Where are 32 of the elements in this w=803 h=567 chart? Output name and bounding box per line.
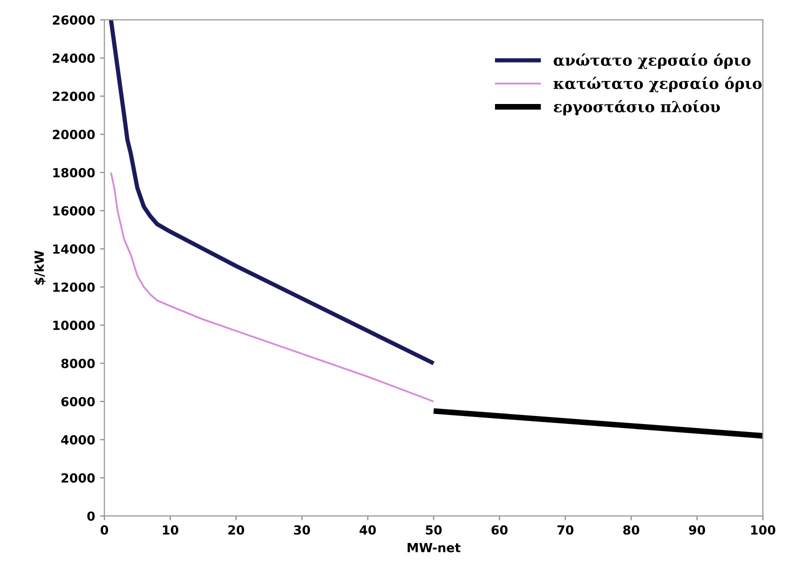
x-tick-label: 70: [557, 525, 574, 535]
x-tick-label: 50: [426, 525, 442, 535]
y-tick-label: 14000: [53, 244, 95, 254]
y-tick-label: 4000: [61, 435, 95, 445]
x-tick-label: 40: [360, 525, 376, 535]
legend-label: ανώτατο χερσαίο όριο: [554, 53, 751, 70]
legend-label: εργοστάσιο πλοίου: [554, 100, 720, 116]
y-tick-label: 2000: [62, 473, 95, 483]
y-tick-label: 24000: [52, 53, 95, 63]
x-tick-label: 0: [100, 525, 108, 535]
y-axis-title: $/kW: [34, 250, 46, 285]
x-tick-label: 100: [751, 525, 776, 535]
y-tick-label: 26000: [52, 15, 95, 25]
x-tick-label: 30: [294, 525, 310, 535]
x-tick-label: 10: [162, 525, 178, 535]
line-series: [108, 20, 436, 366]
x-tick-label: 60: [492, 525, 508, 535]
legend-label: κατώτατο χερσαίο όριο: [554, 76, 762, 92]
x-axis-title: MW-net: [408, 543, 460, 552]
y-tick-label: 8000: [61, 358, 95, 368]
y-tick-label: 20000: [52, 130, 95, 140]
y-tick-label: 10000: [53, 320, 95, 330]
x-tick-label: 80: [623, 525, 640, 535]
y-tick-label: 12000: [53, 282, 95, 292]
x-tick-label: 20: [228, 525, 244, 535]
x-tick-label: 90: [688, 525, 706, 535]
y-tick-label: 16000: [53, 206, 95, 216]
y-tick-label: 0: [87, 511, 95, 521]
y-tick-label: 22000: [52, 92, 95, 102]
y-tick-label: 18000: [53, 168, 95, 178]
line-series: [110, 172, 434, 402]
y-tick-label: 6000: [61, 396, 95, 406]
